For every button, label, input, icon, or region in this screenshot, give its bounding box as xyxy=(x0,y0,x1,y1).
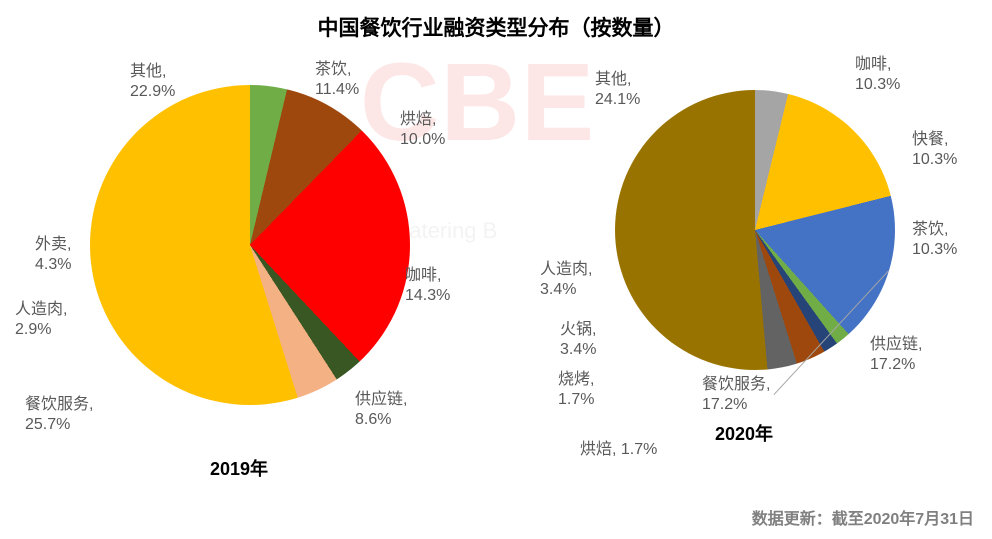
pie-left xyxy=(90,85,410,405)
slice-label: 茶饮,11.4% xyxy=(315,60,359,100)
pie-left-wrap xyxy=(90,85,410,405)
pie-left-year: 2019年 xyxy=(210,455,268,481)
slice-label: 烘焙, 1.7% xyxy=(580,440,657,460)
slice-label: 供应链,17.2% xyxy=(870,335,922,375)
slice-label: 烘焙,10.0% xyxy=(400,110,445,150)
slice-label: 咖啡,10.3% xyxy=(855,55,900,95)
slice-label: 餐饮服务,25.7% xyxy=(25,395,93,435)
slice-label: 外卖,4.3% xyxy=(35,235,71,275)
chart-container: 中国餐饮行业融资类型分布（按数量） CBE Meituan Catering B… xyxy=(0,0,992,539)
pie-right xyxy=(615,90,895,370)
pie-right-year: 2020年 xyxy=(715,420,773,446)
slice-label: 供应链,8.6% xyxy=(355,390,407,430)
slice-label: 其他,24.1% xyxy=(595,70,640,110)
slice-label: 人造肉,2.9% xyxy=(15,300,67,340)
slice-label: 火锅,3.4% xyxy=(560,320,596,360)
slice-label: 快餐,10.3% xyxy=(912,130,957,170)
footer-text: 数据更新：截至2020年7月31日 xyxy=(752,505,974,529)
slice-label: 咖啡,14.3% xyxy=(405,266,450,306)
slice-label: 其他,22.9% xyxy=(130,62,175,102)
pie-right-wrap xyxy=(615,90,895,370)
slice-label: 餐饮服务,17.2% xyxy=(702,375,770,415)
chart-title: 中国餐饮行业融资类型分布（按数量） xyxy=(0,12,992,42)
slice-label: 烧烤,1.7% xyxy=(558,370,594,410)
slice-label: 茶饮,10.3% xyxy=(912,220,957,260)
slice-label: 人造肉,3.4% xyxy=(540,260,592,300)
